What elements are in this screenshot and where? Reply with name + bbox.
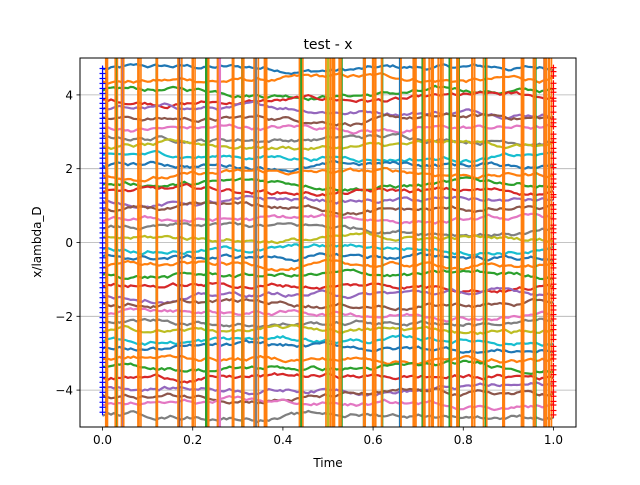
y-tick-label: −2 <box>55 310 73 324</box>
x-tick-label: 0.6 <box>364 433 383 447</box>
trajectory-lines <box>101 58 555 427</box>
chart-title: test - x <box>303 37 352 53</box>
y-tick-label: 4 <box>65 88 73 102</box>
y-tick-label: 2 <box>65 162 73 176</box>
y-tick-label: −4 <box>55 384 73 398</box>
y-tick-label: 0 <box>65 236 73 250</box>
axis-ticks: −4 −2 0 2 4 0.0 0.2 0.4 0.6 0.8 1.0 <box>55 88 563 447</box>
x-axis-label: Time <box>312 456 342 470</box>
x-tick-label: 0.2 <box>183 433 202 447</box>
x-tick-label: 0.0 <box>93 433 112 447</box>
x-tick-label: 0.4 <box>273 433 292 447</box>
endpoint-markers <box>99 64 557 418</box>
y-axis-label: x/lambda_D <box>30 206 44 277</box>
x-tick-label: 0.8 <box>454 433 473 447</box>
x-tick-label: 1.0 <box>544 433 563 447</box>
